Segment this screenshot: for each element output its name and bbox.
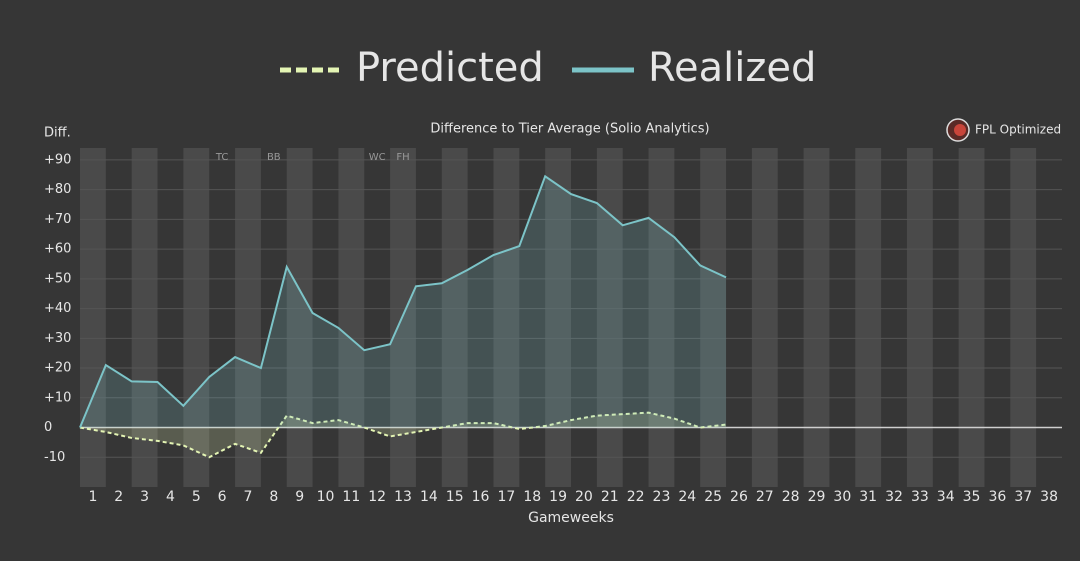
x-tick-label: 22 bbox=[627, 489, 645, 505]
x-tick-label: 32 bbox=[885, 489, 903, 505]
chip-label: TC bbox=[215, 152, 229, 163]
x-tick-label: 34 bbox=[937, 489, 955, 505]
y-tick-label: -10 bbox=[44, 450, 65, 465]
x-tick-label: 31 bbox=[859, 489, 877, 505]
gameweek-band bbox=[648, 148, 675, 487]
x-tick-label: 10 bbox=[317, 489, 335, 505]
x-tick-label: 8 bbox=[269, 489, 278, 505]
brand-logo: FPL Optimized bbox=[946, 118, 1061, 142]
gameweek-band bbox=[1010, 148, 1037, 487]
x-tick-label: 26 bbox=[730, 489, 748, 505]
area-fill bbox=[80, 176, 727, 428]
x-tick-label: 17 bbox=[497, 489, 515, 505]
x-tick-label: 21 bbox=[601, 489, 619, 505]
x-tick-label: 24 bbox=[678, 489, 696, 505]
x-tick-label: 25 bbox=[704, 489, 722, 505]
gameweek-band bbox=[803, 148, 830, 487]
x-tick-label: 19 bbox=[549, 489, 567, 505]
x-tick-label: 6 bbox=[218, 489, 227, 505]
gameweek-band bbox=[596, 148, 623, 487]
x-tick-label: 2 bbox=[114, 489, 123, 505]
brand-name: FPL Optimized bbox=[975, 123, 1061, 137]
bands bbox=[80, 148, 1037, 487]
x-tick-label: 5 bbox=[192, 489, 201, 505]
y-tick-label: +70 bbox=[44, 212, 71, 227]
x-tick-label: 1 bbox=[88, 489, 97, 505]
gameweek-band bbox=[235, 148, 261, 487]
x-tick-label: 28 bbox=[782, 489, 800, 505]
y-tick-label: +90 bbox=[44, 152, 71, 167]
y-tick-label: +80 bbox=[44, 182, 71, 197]
x-tick-label: 13 bbox=[394, 489, 412, 505]
chip-label: WC bbox=[369, 152, 386, 163]
x-tick-label: 30 bbox=[833, 489, 851, 505]
chip-label: BB bbox=[267, 152, 281, 163]
x-tick-label: 14 bbox=[420, 489, 438, 505]
x-tick-label: 27 bbox=[756, 489, 774, 505]
y-tick-label: 0 bbox=[44, 420, 52, 435]
x-tick-label: 29 bbox=[808, 489, 826, 505]
x-tick-label: 9 bbox=[295, 489, 304, 505]
x-tick-label: 12 bbox=[368, 489, 386, 505]
y-axis-label: Diff. bbox=[44, 126, 71, 141]
logo-icon-inner bbox=[954, 124, 966, 136]
series-line bbox=[79, 174, 727, 428]
x-tick-label: 4 bbox=[166, 489, 175, 505]
y-tick-label: +30 bbox=[44, 331, 71, 346]
x-tick-label: 16 bbox=[472, 489, 490, 505]
gameweek-band bbox=[545, 148, 571, 487]
gameweek-band bbox=[958, 148, 985, 487]
x-tick-label: 35 bbox=[963, 489, 981, 505]
x-tick-label: 15 bbox=[446, 489, 464, 505]
gameweek-band bbox=[286, 148, 313, 487]
gameweek-band bbox=[131, 148, 158, 487]
gameweek-band bbox=[906, 148, 933, 487]
gameweek-band bbox=[441, 148, 468, 487]
gameweek-band bbox=[493, 148, 520, 487]
x-tick-label: 3 bbox=[140, 489, 149, 505]
gameweek-band bbox=[855, 148, 882, 487]
x-tick-label: 7 bbox=[244, 489, 253, 505]
gameweek-band bbox=[751, 148, 778, 487]
y-tick-label: +50 bbox=[44, 271, 71, 286]
x-tick-label: 20 bbox=[575, 489, 593, 505]
gameweek-band bbox=[183, 148, 210, 487]
legend-label: Predicted bbox=[356, 45, 544, 91]
chip-label: FH bbox=[396, 152, 409, 163]
y-tick-label: +20 bbox=[44, 361, 71, 376]
gameweek-band bbox=[700, 148, 727, 487]
x-tick-label: 38 bbox=[1040, 489, 1058, 505]
y-tick-label: +40 bbox=[44, 301, 71, 316]
x-tick-label: 37 bbox=[1014, 489, 1032, 505]
gameweek-band bbox=[80, 148, 106, 487]
x-tick-label: 11 bbox=[342, 489, 360, 505]
x-axis-label: Gameweeks bbox=[528, 510, 614, 526]
gameweek-band bbox=[338, 148, 365, 487]
x-tick-label: 18 bbox=[523, 489, 541, 505]
chart-title: Difference to Tier Average (Solio Analyt… bbox=[430, 122, 709, 137]
x-tick-label: 23 bbox=[653, 489, 671, 505]
y-tick-label: +10 bbox=[44, 390, 71, 405]
legend-label: Realized bbox=[648, 45, 816, 91]
y-tick-label: +60 bbox=[44, 242, 71, 257]
x-tick-label: 36 bbox=[988, 489, 1006, 505]
x-tick-label: 33 bbox=[911, 489, 929, 505]
